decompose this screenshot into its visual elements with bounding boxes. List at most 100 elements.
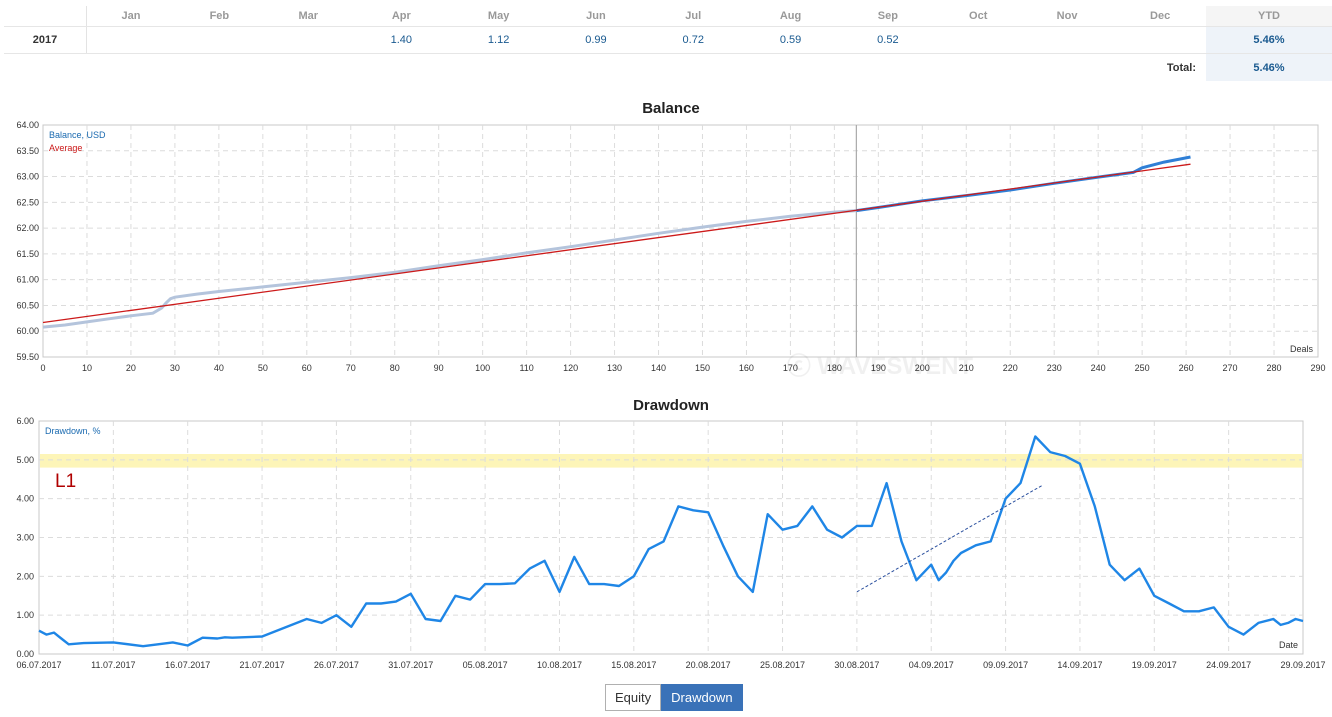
total-row: Total: 5.46% [4, 53, 1332, 81]
tab-equity[interactable]: Equity [605, 684, 662, 711]
x-tick-label: 21.07.2017 [240, 660, 285, 670]
month-header: Feb [174, 6, 264, 27]
y-tick-label: 6.00 [16, 416, 34, 426]
month-value [174, 26, 264, 54]
x-tick-label: 200 [915, 363, 930, 373]
y-tick-label: 60.50 [16, 300, 39, 310]
month-header: Jul [644, 6, 742, 27]
month-value [936, 26, 1020, 54]
month-value: 1.40 [352, 26, 450, 54]
x-tick-label: 120 [563, 363, 578, 373]
ytd-value: 5.46% [1206, 26, 1332, 54]
month-header: Sep [839, 6, 937, 27]
y-tick-label: 5.00 [16, 455, 34, 465]
month-value [263, 26, 353, 54]
x-tick-label: 10 [82, 363, 92, 373]
x-axis-label: Date [1279, 640, 1298, 650]
x-tick-label: 09.09.2017 [983, 660, 1028, 670]
x-tick-label: 250 [1135, 363, 1150, 373]
x-tick-label: 140 [651, 363, 666, 373]
month-header: Apr [352, 6, 450, 27]
x-tick-label: 230 [1047, 363, 1062, 373]
x-tick-label: 20.08.2017 [686, 660, 731, 670]
month-value: 1.12 [449, 26, 548, 54]
x-tick-label: 50 [258, 363, 268, 373]
y-tick-label: 63.50 [16, 146, 39, 156]
x-tick-label: 06.07.2017 [16, 660, 61, 670]
total-value: 5.46% [1206, 53, 1332, 81]
tab-drawdown[interactable]: Drawdown [661, 684, 743, 711]
drawdown-chart-title: Drawdown [633, 397, 709, 414]
legend-balance: Balance, USD [49, 130, 106, 140]
x-tick-label: 16.07.2017 [165, 660, 210, 670]
x-tick-label: 05.08.2017 [463, 660, 508, 670]
balance-history-line [42, 209, 857, 329]
trend-line [856, 484, 1044, 593]
watermark: ⓒ WAVESWENT [787, 352, 974, 380]
month-header: Jan [86, 6, 175, 27]
drawdown-chart: 0.00 1.00 2.00 3.00 4.00 5.00 6.00 06.07.2017 11… [16, 416, 1325, 670]
x-tick-label: 26.07.2017 [314, 660, 359, 670]
y-tick-label: 4.00 [16, 494, 34, 504]
average-line [42, 163, 1191, 324]
x-tick-label: 240 [1091, 363, 1106, 373]
month-header: Aug [741, 6, 840, 27]
x-tick-label: 20 [126, 363, 136, 373]
y-tick-label: 64.00 [16, 120, 39, 130]
legend-drawdown: Drawdown, % [45, 426, 101, 436]
x-tick-label: 180 [827, 363, 842, 373]
x-tick-label: 31.07.2017 [388, 660, 433, 670]
year-header [4, 6, 87, 27]
x-tick-label: 10.08.2017 [537, 660, 582, 670]
x-tick-label: 160 [739, 363, 754, 373]
y-tick-label: 63.00 [16, 172, 39, 182]
x-tick-label: 25.08.2017 [760, 660, 805, 670]
x-tick-label: 280 [1267, 363, 1282, 373]
x-tick-label: 210 [959, 363, 974, 373]
x-tick-label: 290 [1310, 363, 1325, 373]
y-tick-label: 60.00 [16, 326, 39, 336]
x-tick-label: 260 [1179, 363, 1194, 373]
monthly-returns-table: Jan Feb Mar Apr May Jun Jul Aug Sep Oct … [4, 6, 1332, 81]
balance-chart: 59.50 60.00 60.50 61.00 61.50 62.00 62.50 63.00… [16, 120, 1325, 380]
y-tick-label: 59.50 [16, 352, 39, 362]
x-tick-label: 100 [475, 363, 490, 373]
chart-tabs: Equity Drawdown [605, 684, 743, 711]
month-value [1019, 26, 1115, 54]
x-tick-label: 11.07.2017 [91, 660, 135, 670]
month-header: Mar [263, 6, 353, 27]
level-band [40, 454, 1302, 468]
x-tick-label: 170 [783, 363, 798, 373]
month-value: 0.52 [839, 26, 937, 54]
x-tick-label: 70 [346, 363, 356, 373]
x-tick-label: 150 [695, 363, 710, 373]
month-header: Oct [936, 6, 1020, 27]
x-tick-label: 80 [390, 363, 400, 373]
x-axis-label: Deals [1290, 344, 1314, 354]
x-tick-label: 04.09.2017 [909, 660, 954, 670]
month-header: Dec [1114, 6, 1206, 27]
month-header: Jun [547, 6, 645, 27]
x-tick-label: 60 [302, 363, 312, 373]
month-value: 0.59 [741, 26, 840, 54]
x-tick-label: 24.09.2017 [1206, 660, 1251, 670]
month-value [1114, 26, 1206, 54]
month-value: 0.72 [644, 26, 742, 54]
x-tick-label: 30.08.2017 [834, 660, 879, 670]
x-tick-label: 15.08.2017 [611, 660, 656, 670]
y-tick-label: 2.00 [16, 571, 34, 581]
y-tick-label: 0.00 [16, 649, 34, 659]
x-tick-label: 130 [607, 363, 622, 373]
ytd-header: YTD [1206, 6, 1332, 27]
x-tick-label: 19.09.2017 [1132, 660, 1177, 670]
month-header: Nov [1019, 6, 1115, 27]
month-value: 0.99 [547, 26, 645, 54]
total-label: Total: [1166, 61, 1196, 74]
y-tick-label: 3.00 [16, 533, 34, 543]
x-tick-label: 29.09.2017 [1280, 660, 1325, 670]
month-header: May [449, 6, 548, 27]
y-tick-label: 62.00 [16, 223, 39, 233]
y-tick-label: 61.50 [16, 249, 39, 259]
table-header-row: Jan Feb Mar Apr May Jun Jul Aug Sep Oct … [4, 6, 1332, 27]
x-tick-label: 90 [434, 363, 444, 373]
